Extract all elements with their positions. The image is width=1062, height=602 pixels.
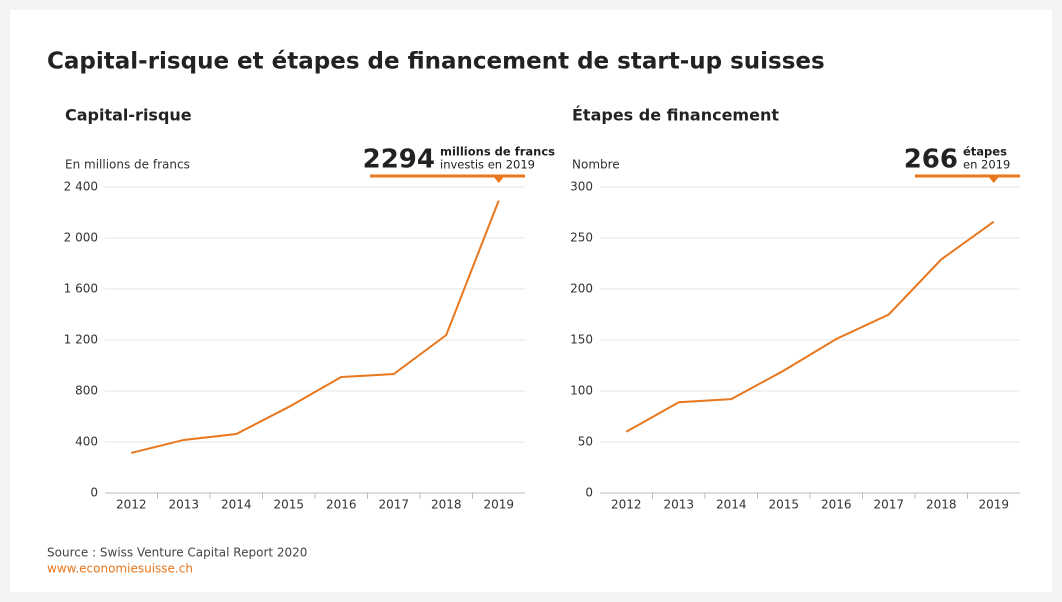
x-tick-label: 2019 bbox=[483, 498, 514, 512]
x-tick-label: 2012 bbox=[611, 498, 642, 512]
y-tick-label: 50 bbox=[578, 435, 593, 449]
data-line bbox=[625, 220, 995, 433]
x-tick-label: 2016 bbox=[326, 498, 357, 512]
source-url: www.economiesuisse.ch bbox=[47, 562, 193, 576]
annotation-number: 2294 bbox=[363, 145, 435, 175]
x-tick-label: 2018 bbox=[926, 498, 957, 512]
annotation-unit: millions de francs bbox=[440, 145, 555, 159]
annotation-pointer bbox=[988, 177, 999, 183]
x-tick-label: 2012 bbox=[116, 498, 147, 512]
annotation-pointer bbox=[493, 177, 504, 183]
y-tick-label: 2 400 bbox=[64, 180, 98, 194]
y-tick-label: 2 000 bbox=[64, 231, 98, 245]
annotation-text: investis en 2019 bbox=[440, 158, 535, 172]
data-line bbox=[131, 200, 500, 454]
card bbox=[10, 10, 1052, 592]
x-tick-label: 2018 bbox=[431, 498, 462, 512]
y-tick-label: 100 bbox=[570, 384, 593, 398]
page-title: Capital-risque et étapes de financement … bbox=[47, 49, 825, 75]
y-tick-label: 0 bbox=[585, 486, 593, 500]
y-tick-label: 1 200 bbox=[64, 333, 98, 347]
x-tick-label: 2013 bbox=[663, 498, 694, 512]
x-tick-label: 2015 bbox=[768, 498, 799, 512]
x-tick-label: 2019 bbox=[978, 498, 1009, 512]
y-tick-label: 400 bbox=[75, 435, 98, 449]
x-tick-label: 2016 bbox=[821, 498, 852, 512]
y-tick-label: 250 bbox=[570, 231, 593, 245]
chart-subtitle: Étapes de financement bbox=[572, 106, 779, 125]
annotation-text: en 2019 bbox=[963, 158, 1010, 172]
y-axis-label: En millions de francs bbox=[65, 158, 190, 172]
x-tick-label: 2013 bbox=[168, 498, 199, 512]
annotation-unit: étapes bbox=[963, 145, 1007, 159]
y-axis-label: Nombre bbox=[572, 158, 620, 172]
x-tick-label: 2014 bbox=[716, 498, 747, 512]
y-tick-label: 1 600 bbox=[64, 282, 98, 296]
x-tick-label: 2014 bbox=[221, 498, 252, 512]
y-tick-label: 0 bbox=[90, 486, 98, 500]
annotation-number: 266 bbox=[904, 145, 958, 175]
x-tick-label: 2017 bbox=[378, 498, 409, 512]
y-tick-label: 150 bbox=[570, 333, 593, 347]
y-tick-label: 300 bbox=[570, 180, 593, 194]
y-tick-label: 800 bbox=[75, 384, 98, 398]
x-tick-label: 2015 bbox=[273, 498, 304, 512]
chart-subtitle: Capital-risque bbox=[65, 106, 192, 125]
source: Source : Swiss Venture Capital Report 20… bbox=[47, 546, 307, 560]
x-tick-label: 2017 bbox=[873, 498, 904, 512]
y-tick-label: 200 bbox=[570, 282, 593, 296]
